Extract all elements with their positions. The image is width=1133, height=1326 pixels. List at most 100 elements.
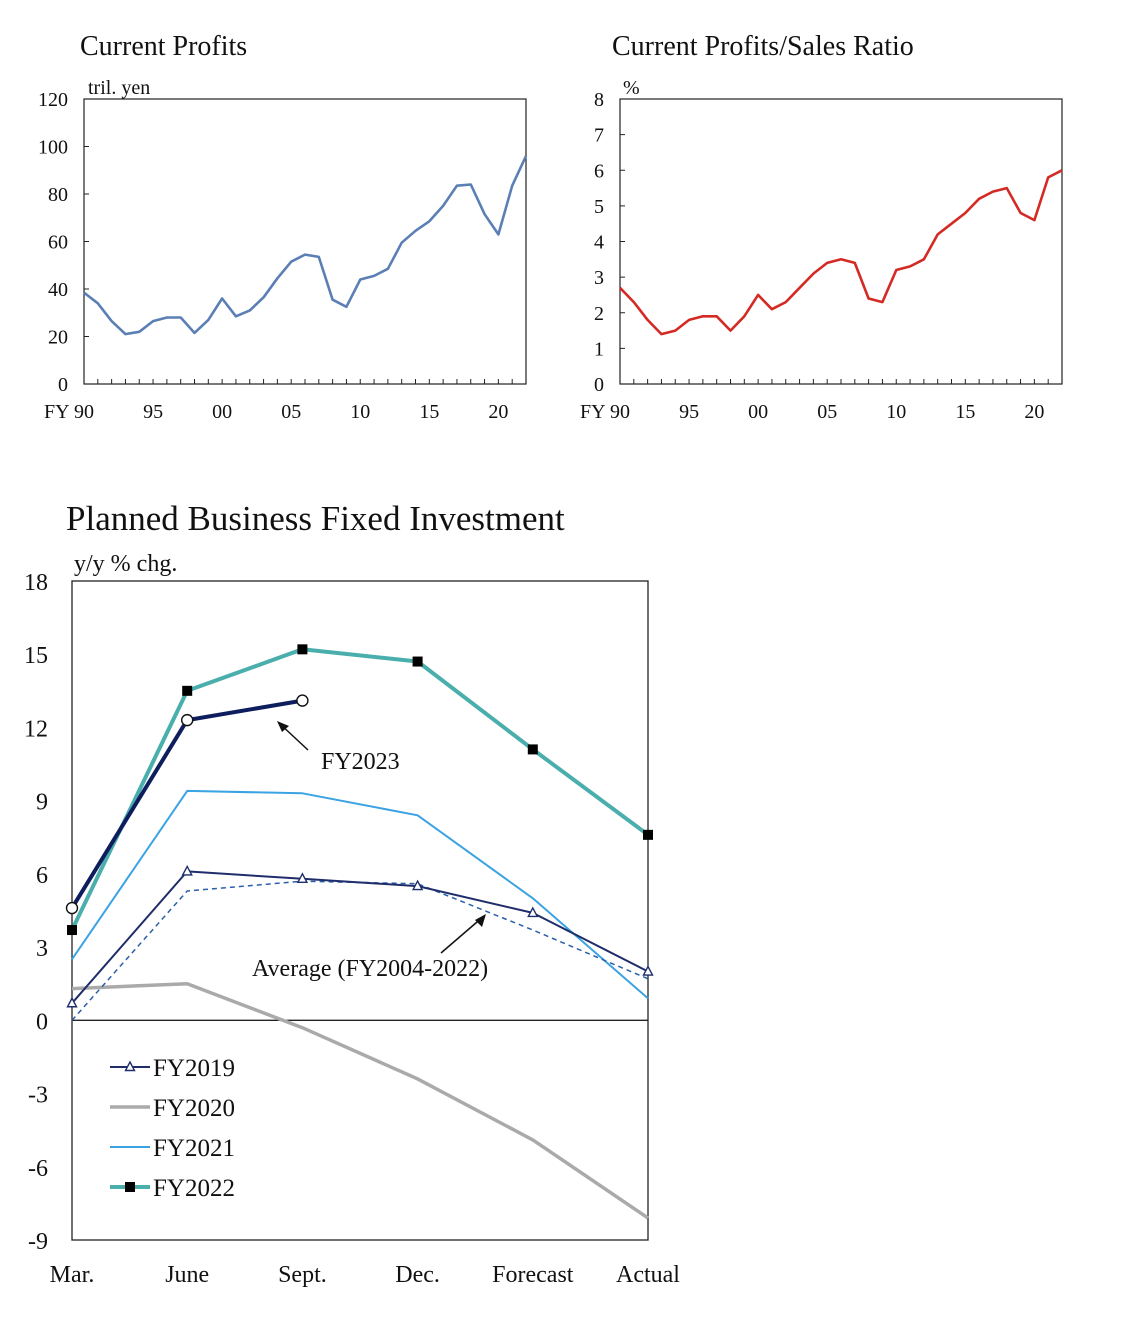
annotation-arrowhead [277, 721, 289, 732]
legend-label: FY2020 [153, 1095, 235, 1122]
x-tick-label: Mar. [50, 1262, 95, 1288]
y-tick-label: 0 [594, 374, 604, 396]
x-tick-label: Dec. [395, 1262, 440, 1288]
y-tick-label: 15 [24, 643, 48, 669]
unit-label: % [623, 77, 640, 99]
data-point-marker [125, 1182, 135, 1192]
data-point-marker [67, 925, 77, 936]
annotation-fy2023: FY2023 [277, 721, 400, 775]
series-line [71, 981, 649, 1220]
y-tick-label: 6 [36, 863, 48, 889]
series-line [71, 870, 649, 1004]
x-tick-label: June [165, 1262, 209, 1288]
x-tick-label: Actual [616, 1262, 680, 1288]
y-tick-label: 3 [36, 936, 48, 962]
y-tick-label: 7 [594, 125, 604, 147]
y-tick-label: 1 [594, 338, 604, 360]
x-tick-label: 05 [817, 401, 837, 423]
x-prefix-label: FY [44, 401, 70, 423]
x-axis: 90 95 00 05 10 15 20 [610, 379, 1063, 423]
y-tick-label: 2 [594, 303, 604, 325]
y-tick-label: 40 [48, 279, 68, 301]
plot-frame [83, 98, 527, 385]
series-line [70, 647, 650, 931]
y-tick-label: -9 [28, 1229, 48, 1255]
plot-frame [619, 98, 1063, 385]
series-line [619, 169, 1063, 336]
x-tick-label: Forecast [492, 1262, 574, 1288]
x-tick-label: 10 [886, 401, 906, 423]
legend: FY2019 FY2020 FY2021 FY2022 [110, 1055, 235, 1202]
y-tick-label: 0 [36, 1009, 48, 1035]
y-axis: -9 -6 -3 0 3 6 9 12 15 18 [24, 570, 48, 1255]
data-point-marker [642, 965, 654, 976]
x-tick-label: 15 [955, 401, 975, 423]
chart-title: Planned Business Fixed Investment [66, 499, 565, 538]
profits-sales-ratio-chart: Current Profits/Sales Ratio % 012345678 … [580, 31, 1063, 423]
y-tick-label: -6 [28, 1156, 48, 1182]
x-tick-label: 95 [143, 401, 163, 423]
planned-investment-chart: Planned Business Fixed Investment y/y % … [24, 499, 680, 1288]
data-point-marker [182, 685, 193, 696]
annotation-arrowhead [475, 914, 486, 927]
annotation-label: Average (FY2004-2022) [252, 956, 488, 982]
data-point-marker [412, 656, 423, 667]
data-point-marker [296, 694, 309, 707]
data-point-marker [296, 872, 309, 883]
x-tick-label: 10 [350, 401, 370, 423]
chart-title: Current Profits/Sales Ratio [612, 31, 914, 62]
y-tick-label: 100 [38, 137, 68, 159]
y-tick-label: 0 [58, 374, 68, 396]
x-tick-label: 95 [679, 401, 699, 423]
data-point-marker [124, 1060, 136, 1072]
y-tick-label: 8 [594, 89, 604, 111]
legend-label: FY2022 [153, 1175, 235, 1202]
data-point-marker [527, 744, 538, 755]
series-line [71, 789, 649, 1000]
plot-area [83, 155, 528, 336]
annotation-arrow-line [440, 915, 485, 954]
y-tick-label: 3 [594, 267, 604, 289]
x-prefix-label: FY [580, 401, 606, 423]
data-point-marker [66, 996, 78, 1008]
data-point-marker [643, 829, 653, 840]
x-tick-label: 15 [419, 401, 439, 423]
data-point-marker [65, 901, 79, 915]
x-tick-label: 05 [281, 401, 301, 423]
data-point-marker [411, 879, 424, 891]
unit-label: tril. yen [88, 77, 150, 99]
y-tick-label: 18 [24, 570, 48, 596]
x-axis: 90 95 00 05 10 15 20 [74, 379, 527, 423]
unit-label: y/y % chg. [74, 551, 177, 577]
x-tick-label: 90 [74, 401, 94, 423]
current-profits-chart: Current Profits tril. yen 0 20 40 60 80 100 12… [38, 31, 528, 423]
y-tick-label: 20 [48, 327, 68, 349]
y-tick-label: 6 [594, 160, 604, 182]
y-tick-label: 9 [36, 790, 48, 816]
x-tick-label: 20 [488, 401, 508, 423]
y-tick-label: -3 [28, 1083, 48, 1109]
y-tick-label: 5 [594, 196, 604, 218]
chart-title: Current Profits [80, 31, 247, 62]
y-axis: 0 20 40 60 80 100 120 [38, 89, 89, 396]
y-tick-label: 60 [48, 232, 68, 254]
y-axis: 0 1 2 3 4 5 6 7 8 [594, 89, 625, 396]
x-tick-label: 20 [1024, 401, 1044, 423]
series-line [71, 880, 649, 1021]
x-axis: Mar. June Sept. Dec. Forecast Actual [50, 1262, 681, 1288]
legend-label: FY2019 [153, 1055, 235, 1082]
y-tick-label: 80 [48, 184, 68, 206]
data-point-marker [297, 644, 308, 655]
x-tick-label: 00 [212, 401, 232, 423]
x-tick-label: 00 [748, 401, 768, 423]
x-tick-label: Sept. [278, 1262, 327, 1288]
y-tick-label: 4 [594, 232, 604, 254]
series-line [83, 155, 528, 336]
data-point-marker [181, 864, 193, 876]
data-point-marker [180, 713, 194, 727]
y-tick-label: 12 [24, 716, 48, 742]
y-tick-label: 120 [38, 89, 68, 111]
plot-area [619, 169, 1063, 336]
x-tick-label: 90 [610, 401, 630, 423]
